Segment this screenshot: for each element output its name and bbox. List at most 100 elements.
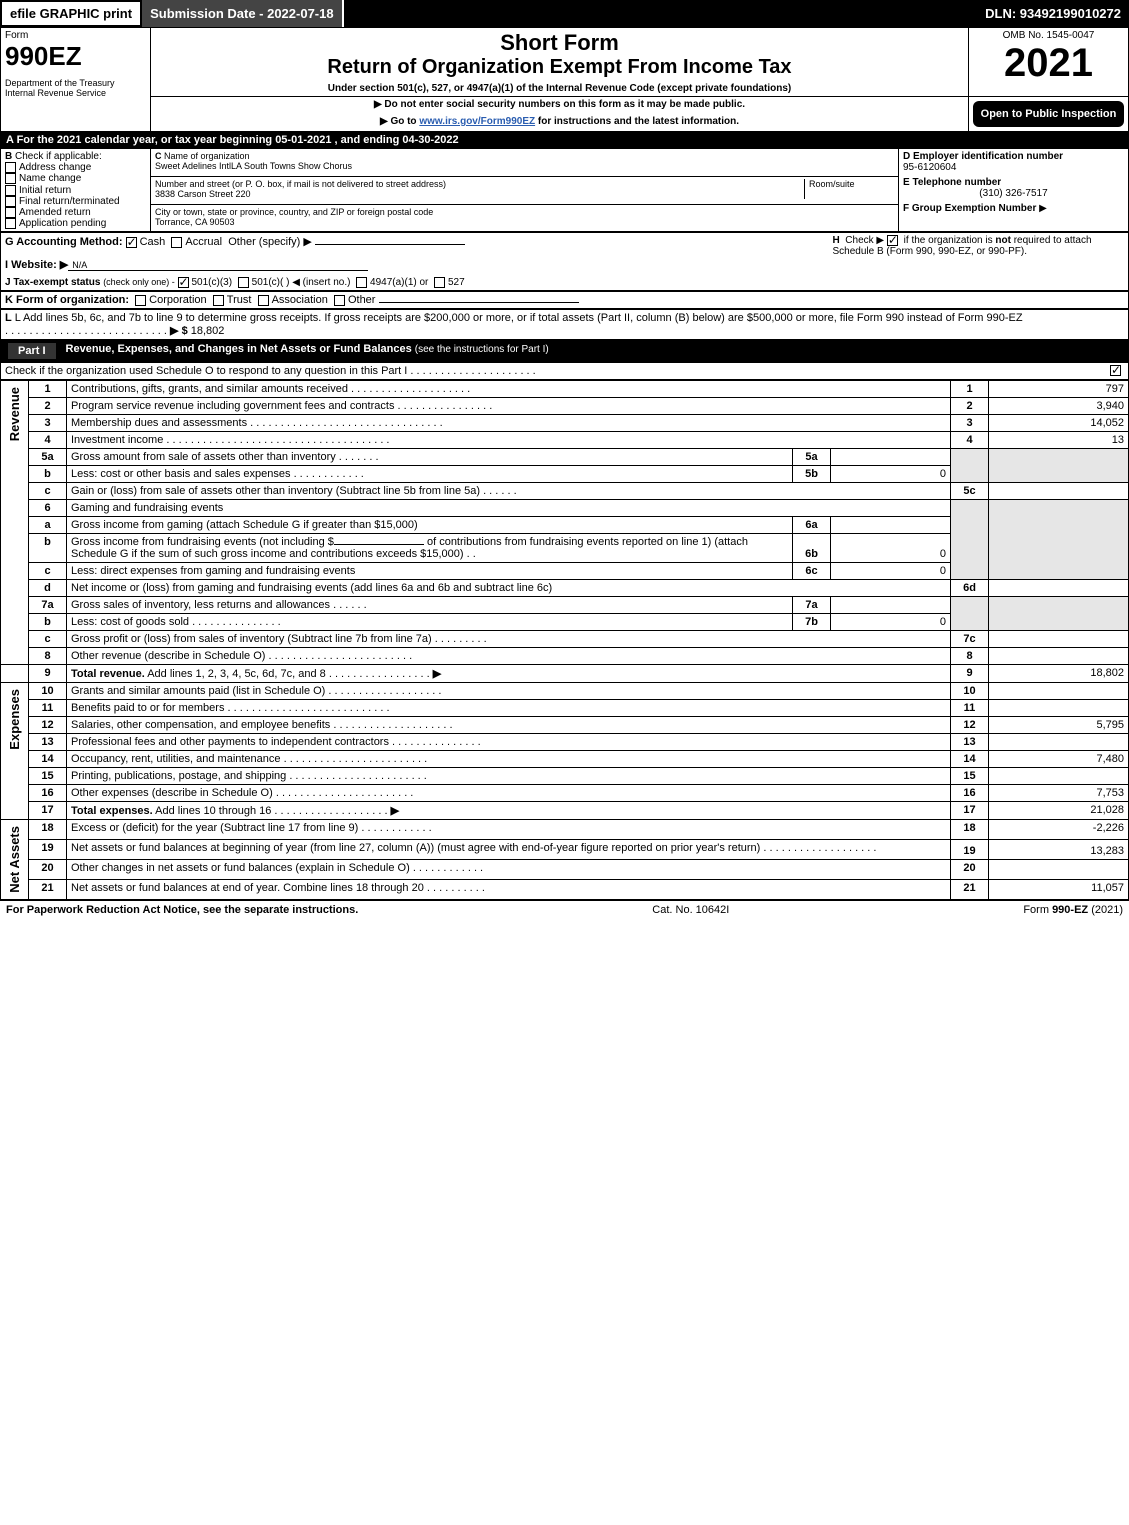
address-change-checkbox[interactable] (5, 162, 16, 173)
line-8-row: 8 Other revenue (describe in Schedule O)… (1, 648, 1129, 665)
form-number: 990EZ (5, 41, 146, 72)
line-20-row: 20 Other changes in net assets or fund b… (1, 860, 1129, 880)
line-7b-desc: Less: cost of goods sold . . . . . . . .… (67, 614, 793, 631)
line-6c-desc: Less: direct expenses from gaming and fu… (67, 563, 793, 580)
open-public-badge: Open to Public Inspection (973, 101, 1124, 127)
line-13-row: 13 Professional fees and other payments … (1, 734, 1129, 751)
line-5b-num: b (29, 466, 67, 483)
initial-return-checkbox[interactable] (5, 185, 16, 196)
name-change-label: Name change (19, 174, 81, 185)
j-4947-label: 4947(a)(1) or (370, 277, 428, 288)
other-label: Other (specify) ▶ (228, 236, 312, 248)
line-5c-row: c Gain or (loss) from sale of assets oth… (1, 483, 1129, 500)
j-4947-checkbox[interactable] (356, 277, 367, 288)
line-13-cell: 13 (951, 734, 989, 751)
line-1-row: Revenue 1 Contributions, gifts, grants, … (1, 381, 1129, 398)
line-6d-row: d Net income or (loss) from gaming and f… (1, 580, 1129, 597)
amended-return-checkbox[interactable] (5, 207, 16, 218)
line-19-num: 19 (29, 840, 67, 860)
k-assoc-checkbox[interactable] (258, 295, 269, 306)
app-pending-label: Application pending (19, 218, 106, 229)
j-501c-checkbox[interactable] (238, 277, 249, 288)
schedule-o-checkbox[interactable] (1110, 365, 1121, 376)
app-pending-checkbox[interactable] (5, 218, 16, 229)
irs-link[interactable]: www.irs.gov/Form990EZ (419, 116, 535, 127)
line-17-cell: 17 (951, 802, 989, 820)
line-10-num: 10 (29, 683, 67, 700)
line-9-cell: 9 (951, 665, 989, 683)
line-6c-sub: 6c (793, 563, 831, 580)
note-ssn: ▶ Do not enter social security numbers o… (155, 99, 964, 110)
note-goto: ▶ Go to www.irs.gov/Form990EZ for instru… (155, 116, 964, 127)
line-5c-desc: Gain or (loss) from sale of assets other… (67, 483, 951, 500)
footer-center: Cat. No. 10642I (652, 904, 729, 916)
line-6-desc: Gaming and fundraising events (67, 500, 951, 517)
line-7b-subamt: 0 (831, 614, 951, 631)
line-20-cell: 20 (951, 860, 989, 880)
name-change-checkbox[interactable] (5, 173, 16, 184)
j-501c3-checkbox[interactable] (178, 277, 189, 288)
j-527-label: 527 (448, 277, 465, 288)
line-21-num: 21 (29, 880, 67, 900)
line-9-amt: 18,802 (989, 665, 1129, 683)
line-8-num: 8 (29, 648, 67, 665)
efile-print-button[interactable]: efile GRAPHIC print (0, 0, 142, 27)
form-header-table: Form 990EZ Department of the Treasury In… (0, 27, 1129, 132)
line-12-num: 12 (29, 717, 67, 734)
ein-value: 95-6120604 (903, 162, 1124, 173)
line-7c-amt (989, 631, 1129, 648)
line-7a-sub: 7a (793, 597, 831, 614)
section-c-street-cell: Number and street (or P. O. box, if mail… (151, 176, 899, 204)
final-return-checkbox[interactable] (5, 196, 16, 207)
org-info-table: B Check if applicable: Address change Na… (0, 148, 1129, 232)
accrual-checkbox[interactable] (171, 237, 182, 248)
omb-label: OMB No. 1545-0047 (973, 30, 1124, 41)
line-18-amt: -2,226 (989, 820, 1129, 840)
c-name-label: Name of organization (164, 151, 250, 161)
subtitle: Under section 501(c), 527, or 4947(a)(1)… (155, 83, 964, 94)
line-5c-amt (989, 483, 1129, 500)
cash-checkbox[interactable] (126, 237, 137, 248)
section-h-cell: H Check ▶ if the organization is not req… (829, 233, 1129, 291)
line-1-amt: 797 (989, 381, 1129, 398)
b-check-label: Check if applicable: (15, 151, 102, 162)
page-footer: For Paperwork Reduction Act Notice, see … (0, 900, 1129, 919)
dln-label: DLN: 93492199010272 (977, 0, 1129, 27)
k-other-checkbox[interactable] (334, 295, 345, 306)
line-3-amt: 14,052 (989, 415, 1129, 432)
f-arrow: ▶ (1039, 203, 1047, 214)
line-4-amt: 13 (989, 432, 1129, 449)
telephone-value: (310) 326-7517 (903, 188, 1124, 199)
line-11-num: 11 (29, 700, 67, 717)
line-14-num: 14 (29, 751, 67, 768)
k-corp-label: Corporation (149, 294, 206, 306)
line-3-row: 3 Membership dues and assessments . . . … (1, 415, 1129, 432)
e-label: E Telephone number (903, 177, 1124, 188)
line-5a-subamt (831, 449, 951, 466)
line-21-desc: Net assets or fund balances at end of ye… (67, 880, 951, 900)
line-7b-num: b (29, 614, 67, 631)
line-4-num: 4 (29, 432, 67, 449)
cash-label: Cash (140, 236, 166, 248)
k-trust-checkbox[interactable] (213, 295, 224, 306)
line-6a-desc: Gross income from gaming (attach Schedul… (67, 517, 793, 534)
street-label: Number and street (or P. O. box, if mail… (155, 179, 804, 189)
line-17-desc: Total expenses. Add lines 10 through 16 … (67, 802, 951, 820)
h-checkbox[interactable] (887, 235, 898, 246)
line-16-row: 16 Other expenses (describe in Schedule … (1, 785, 1129, 802)
line-7c-desc: Gross profit or (loss) from sales of inv… (67, 631, 951, 648)
line-3-num: 3 (29, 415, 67, 432)
schedule-o-text: Check if the organization used Schedule … (5, 365, 407, 377)
line-20-num: 20 (29, 860, 67, 880)
h-text1: Check ▶ (845, 235, 887, 246)
dept-treasury: Department of the Treasury (5, 78, 146, 88)
org-name: Sweet Adelines IntlLA South Towns Show C… (155, 161, 894, 171)
j-527-checkbox[interactable] (434, 277, 445, 288)
part1-label: Part I (8, 343, 56, 359)
line-5b-sub: 5b (793, 466, 831, 483)
part1-check-table: Check if the organization used Schedule … (0, 362, 1129, 380)
line-14-amt: 7,480 (989, 751, 1129, 768)
h-label: H (833, 235, 840, 246)
g-h-table: G Accounting Method: Cash Accrual Other … (0, 232, 1129, 291)
k-corp-checkbox[interactable] (135, 295, 146, 306)
